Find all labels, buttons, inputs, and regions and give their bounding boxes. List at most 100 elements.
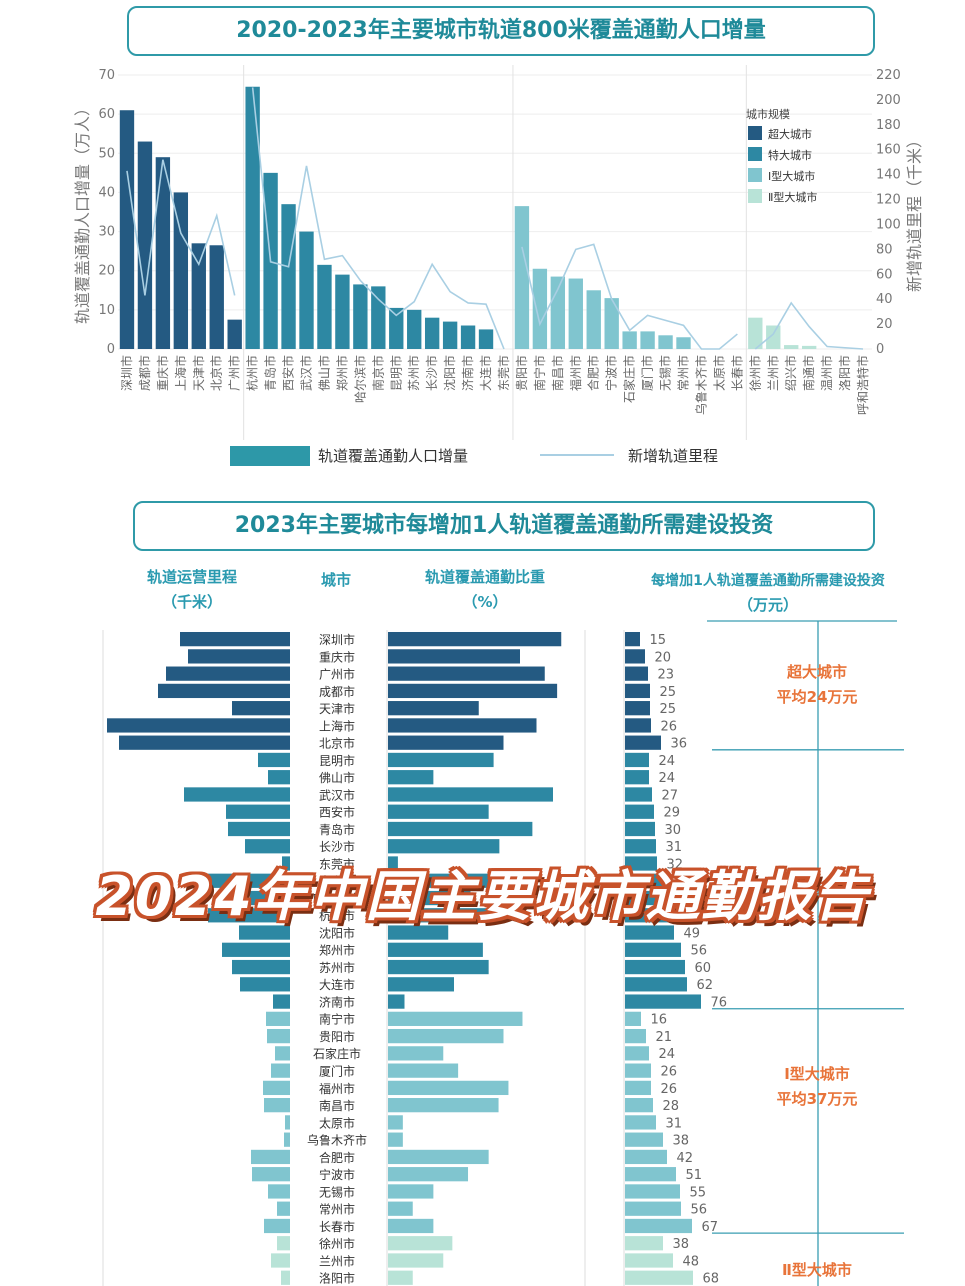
invest-value: 62: [696, 978, 713, 993]
invest-value: 24: [658, 771, 675, 786]
line-series: [754, 301, 864, 350]
x-tick-label: 佛山市: [316, 355, 331, 391]
bar: [335, 274, 350, 349]
invest-bar: [625, 1046, 649, 1061]
invest-value: 28: [662, 1099, 679, 1114]
invest-bar: [625, 839, 656, 854]
ratio-bar: [388, 787, 553, 802]
city-label: 沈阳市: [319, 925, 355, 940]
x-tick-label: 南通市: [801, 355, 816, 391]
mileage-bar: [240, 977, 290, 992]
mileage-unit: （千米）: [162, 593, 222, 611]
mileage-bar: [228, 821, 290, 837]
x-tick-label: 南昌市: [550, 355, 565, 391]
chart1: 0 10 20 30 40 50 60 70 0 20 40 60 80 100 120 140 160 180 2…: [73, 65, 924, 466]
bar: [442, 321, 458, 349]
invest-value: 36: [670, 737, 687, 752]
ratio-unit: （%）: [462, 593, 507, 611]
mileage-bar: [184, 787, 290, 802]
x-tick-label: 哈尔滨市: [352, 355, 367, 403]
mileage-bar: [245, 839, 290, 854]
x-tick-label: 乌鲁木齐市: [693, 355, 708, 415]
x-tick-label: 郑州市: [334, 355, 349, 391]
ratio-bar: [388, 683, 558, 699]
mileage-bar: [273, 994, 290, 1009]
y2-tick-label: 220: [876, 68, 901, 83]
invest-bar: [625, 804, 654, 819]
invest-bar: [625, 752, 649, 768]
ratio-bar: [388, 1270, 413, 1285]
invest-bar: [625, 701, 650, 716]
x-tick-label: 苏州市: [406, 355, 421, 391]
ratio-bar: [388, 821, 533, 837]
mileage-bar: [264, 1098, 290, 1113]
city-label: 常州市: [319, 1202, 355, 1217]
mileage-bar: [263, 1080, 290, 1096]
city-label: 洛阳市: [319, 1271, 355, 1286]
city-label: 济南市: [319, 994, 355, 1009]
invest-bar: [625, 1270, 693, 1285]
x-tick-label: 无锡市: [658, 355, 673, 391]
invest-bar: [625, 1132, 663, 1147]
mileage-bar: [226, 804, 290, 819]
group-label: Ⅱ型大城市: [782, 1261, 852, 1279]
bar: [622, 331, 637, 349]
city-label: 石家庄市: [313, 1046, 361, 1061]
ratio-bar: [388, 632, 562, 647]
bar: [407, 309, 422, 349]
invest-bar: [625, 1253, 673, 1268]
ratio-bar: [388, 925, 449, 940]
x-tick-label: 徐州市: [747, 355, 762, 391]
mileage-bar: [208, 908, 290, 923]
invest-value: 26: [660, 1065, 677, 1080]
y2-tick-label: 180: [876, 118, 901, 133]
x-tick-label: 福州市: [568, 355, 583, 391]
city-label: 郑州市: [319, 943, 355, 958]
city-label: 无锡市: [319, 1184, 355, 1199]
city-label: 重庆市: [319, 649, 355, 664]
bar: [155, 157, 171, 349]
x-tick-label: 合肥市: [586, 355, 601, 391]
invest-value: 56: [690, 944, 707, 959]
invest-value: 26: [660, 1082, 677, 1097]
line-series: [126, 159, 236, 296]
mileage-bar: [239, 925, 290, 940]
mileage-bar: [285, 1115, 290, 1130]
mileage-bar: [202, 873, 290, 888]
bar: [371, 286, 386, 349]
ratio-bar: [388, 1011, 523, 1026]
y-tick-label: 30: [98, 225, 115, 240]
x-tick-label: 常州市: [676, 355, 691, 391]
city-label: 成都市: [319, 684, 355, 699]
mileage-bar: [180, 632, 290, 647]
city-label: 广州市: [319, 667, 355, 682]
ratio-bar: [388, 908, 496, 923]
x-tick-label: 天津市: [191, 355, 206, 391]
invest-bar: [625, 1098, 653, 1113]
invest-bar: [625, 959, 685, 975]
ratio-bar: [388, 1046, 444, 1061]
ratio-bar: [388, 804, 489, 819]
bar: [119, 110, 135, 349]
mileage-bar: [284, 1132, 290, 1147]
x-tick-label: 厦门市: [640, 355, 655, 391]
ratio-bar: [388, 649, 520, 664]
city-label: 佛山市: [319, 770, 355, 785]
city-label: 哈尔滨市: [313, 891, 361, 906]
x-tick-label: 呼和浩特市: [855, 355, 870, 415]
bar: [281, 204, 296, 349]
y2-tick-label: 140: [876, 168, 901, 183]
invest-bar: [625, 1028, 646, 1044]
invest-bar: [625, 1167, 676, 1182]
legend-swatch: [748, 189, 762, 203]
bar: [191, 243, 206, 349]
mileage-bar: [252, 1167, 290, 1182]
invest-value: 55: [689, 1185, 706, 1200]
legend-swatch: [748, 126, 762, 140]
mileage-header: 轨道运营里程: [147, 568, 237, 586]
y2-tick-label: 80: [876, 242, 893, 257]
city-label: 贵阳市: [319, 1029, 355, 1044]
invest-value: 30: [664, 823, 681, 838]
invest-value: 31: [665, 1116, 682, 1131]
y-tick-label: 10: [98, 303, 115, 318]
